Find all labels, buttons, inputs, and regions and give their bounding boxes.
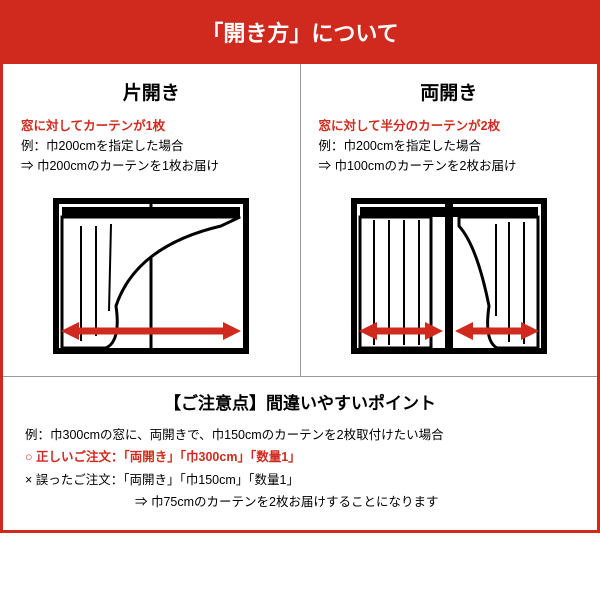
right-line1: 例：巾200cmを指定した場合 bbox=[319, 136, 580, 156]
right-diagram bbox=[319, 186, 580, 366]
left-title: 片開き bbox=[21, 78, 282, 105]
notice-correct: ○ 正しいご注文：「両開き」「巾300cm」「数量1」 bbox=[25, 446, 575, 469]
right-red: 窓に対して半分のカーテンが2枚 bbox=[319, 117, 580, 136]
left-line1: 例：巾200cmを指定した場合 bbox=[21, 136, 282, 156]
notice-section: 【ご注意点】間違いやすいポイント 例：巾300cmの窓に、両開きで、巾150cm… bbox=[3, 376, 597, 530]
notice-wrong: × 誤ったご注文：「両開き」「巾150cm」「数量1」 bbox=[25, 469, 575, 492]
notice-example: 例：巾300cmの窓に、両開きで、巾150cmのカーテンを2枚取付けたい場合 bbox=[25, 424, 575, 447]
header-banner: 「開き方」について bbox=[0, 0, 600, 64]
left-diagram bbox=[21, 186, 282, 366]
left-red: 窓に対してカーテンが1枚 bbox=[21, 117, 282, 136]
content-frame: 片開き 窓に対してカーテンが1枚 例：巾200cmを指定した場合 ⇒ 巾200c… bbox=[0, 64, 600, 533]
notice-title: 【ご注意点】間違いやすいポイント bbox=[25, 389, 575, 414]
notice-wrong-result: ⇒ 巾75cmのカーテンを2枚お届けすることになります bbox=[25, 491, 575, 514]
ok-label: ○ 正しいご注文： bbox=[25, 450, 124, 464]
double-curtain-icon bbox=[339, 186, 559, 366]
columns: 片開き 窓に対してカーテンが1枚 例：巾200cmを指定した場合 ⇒ 巾200c… bbox=[3, 64, 597, 376]
header-title: 「開き方」について bbox=[201, 21, 398, 46]
right-line2: ⇒ 巾100cmのカーテンを2枚お届け bbox=[319, 156, 580, 176]
ng-body: 「両開き」「巾150cm」「数量1」 bbox=[123, 473, 299, 487]
right-column: 両開き 窓に対して半分のカーテンが2枚 例：巾200cmを指定した場合 ⇒ 巾1… bbox=[301, 64, 598, 376]
left-column: 片開き 窓に対してカーテンが1枚 例：巾200cmを指定した場合 ⇒ 巾200c… bbox=[3, 64, 301, 376]
ok-body: 「両開き」「巾300cm」「数量1」 bbox=[124, 450, 301, 464]
ng-label: × 誤ったご注文： bbox=[25, 473, 123, 487]
left-line2: ⇒ 巾200cmのカーテンを1枚お届け bbox=[21, 156, 282, 176]
single-curtain-icon bbox=[41, 186, 261, 366]
right-title: 両開き bbox=[319, 78, 580, 105]
